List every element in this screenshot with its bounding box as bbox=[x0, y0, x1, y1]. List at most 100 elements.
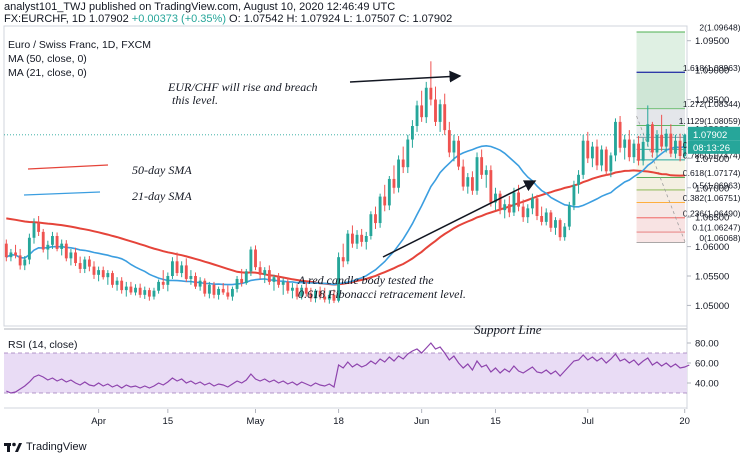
price-tick-label: 1.09500 bbox=[695, 36, 729, 47]
fib-level-label: 1.1129(1.08059) bbox=[679, 116, 740, 126]
rsi-tick-label: 40.00 bbox=[695, 379, 719, 390]
candle bbox=[360, 228, 364, 247]
fib-trend-line bbox=[636, 115, 686, 243]
rsi-line bbox=[6, 342, 690, 394]
candle bbox=[530, 193, 534, 215]
candle bbox=[595, 139, 599, 171]
candle bbox=[664, 128, 668, 153]
fib-level-label: 0.786(1.07474) bbox=[683, 150, 740, 160]
candle-body bbox=[198, 280, 202, 287]
candle-body bbox=[401, 159, 405, 168]
countdown-box bbox=[688, 140, 740, 154]
candle-body bbox=[69, 252, 73, 259]
candle bbox=[494, 187, 497, 211]
candle bbox=[438, 99, 442, 132]
candle-body bbox=[350, 233, 354, 244]
candle-body bbox=[535, 198, 539, 216]
candle bbox=[646, 105, 650, 147]
candle-body bbox=[674, 140, 677, 154]
candle-body bbox=[466, 177, 470, 187]
candle-body bbox=[369, 214, 373, 236]
candle bbox=[27, 233, 31, 265]
candle bbox=[475, 152, 479, 195]
annotation-support-line: Support Line bbox=[474, 322, 542, 337]
candle-body bbox=[41, 231, 45, 250]
candle-body bbox=[157, 281, 161, 291]
candle bbox=[627, 130, 631, 162]
publisher-line: analyst101_TWJ published on TradingView.… bbox=[4, 1, 396, 13]
candle bbox=[87, 256, 91, 272]
candle bbox=[369, 211, 373, 240]
candle-body bbox=[240, 278, 244, 284]
candle-body bbox=[124, 286, 128, 291]
candle bbox=[171, 257, 174, 279]
candle-body bbox=[646, 124, 650, 142]
candle-body bbox=[452, 140, 456, 153]
candlestick-series bbox=[4, 61, 687, 304]
candle-body bbox=[609, 155, 613, 172]
candle-body bbox=[341, 257, 345, 262]
candle bbox=[244, 268, 248, 285]
candle-body bbox=[627, 139, 631, 158]
candle bbox=[290, 283, 294, 299]
candle bbox=[226, 285, 230, 300]
candle bbox=[157, 279, 161, 294]
candle-body bbox=[64, 243, 68, 259]
annotation-breach-line2: this level. bbox=[172, 93, 218, 107]
candle-body bbox=[147, 290, 151, 297]
candle bbox=[314, 288, 317, 303]
candle-body bbox=[14, 252, 17, 256]
candle-body bbox=[360, 234, 364, 242]
candle-body bbox=[563, 226, 567, 238]
rsi-band bbox=[4, 353, 687, 393]
candle-body bbox=[507, 204, 511, 213]
candle-body bbox=[410, 126, 414, 140]
candle bbox=[286, 278, 290, 294]
candle-body bbox=[263, 270, 267, 275]
candle bbox=[207, 281, 211, 299]
price-change: +0.00373 (+0.35%) bbox=[131, 13, 226, 25]
breach-arrow bbox=[349, 70, 462, 83]
candle-body bbox=[92, 266, 96, 275]
candle-body bbox=[581, 140, 585, 175]
candle bbox=[120, 277, 124, 294]
candle bbox=[23, 256, 27, 271]
candle-body bbox=[267, 270, 271, 282]
candle-body bbox=[120, 280, 124, 291]
candle bbox=[221, 283, 225, 295]
candle-body bbox=[18, 255, 22, 266]
candle-body bbox=[235, 278, 239, 289]
candle-body bbox=[143, 290, 147, 295]
candle-body bbox=[184, 265, 188, 279]
candle bbox=[309, 287, 313, 302]
time-axis[interactable]: Apr15May18Jun15Jul20Aug17 bbox=[91, 409, 740, 427]
fib-level-label: 0.236(1.06490) bbox=[683, 208, 740, 218]
fib-level-label: 1.272(1.08344) bbox=[683, 99, 740, 109]
candle-body bbox=[364, 236, 368, 242]
candle-body bbox=[46, 244, 50, 250]
candle-body bbox=[327, 294, 331, 300]
candle bbox=[540, 206, 544, 226]
candle bbox=[567, 201, 571, 231]
candle bbox=[184, 258, 188, 282]
candle-body bbox=[355, 234, 359, 244]
candle bbox=[447, 121, 451, 158]
candle-body bbox=[166, 276, 170, 285]
candle-body bbox=[111, 273, 114, 285]
candle bbox=[461, 159, 465, 191]
candle bbox=[41, 228, 45, 253]
candle-body bbox=[530, 198, 534, 209]
price-tick-label: 1.07500 bbox=[695, 154, 729, 165]
candle bbox=[632, 139, 636, 164]
candle bbox=[240, 268, 244, 287]
price-tag-box bbox=[688, 126, 740, 141]
tradingview-footer[interactable]: TradingView bbox=[4, 441, 87, 453]
candle-body bbox=[577, 174, 580, 185]
candle-body bbox=[558, 220, 562, 238]
price-tick-label: 1.07000 bbox=[695, 183, 729, 194]
price-tick-label: 1.05000 bbox=[695, 301, 729, 312]
candle-body bbox=[171, 261, 174, 276]
candle bbox=[327, 290, 331, 304]
price-tick-label: 1.09000 bbox=[695, 66, 729, 77]
candle bbox=[323, 287, 327, 303]
